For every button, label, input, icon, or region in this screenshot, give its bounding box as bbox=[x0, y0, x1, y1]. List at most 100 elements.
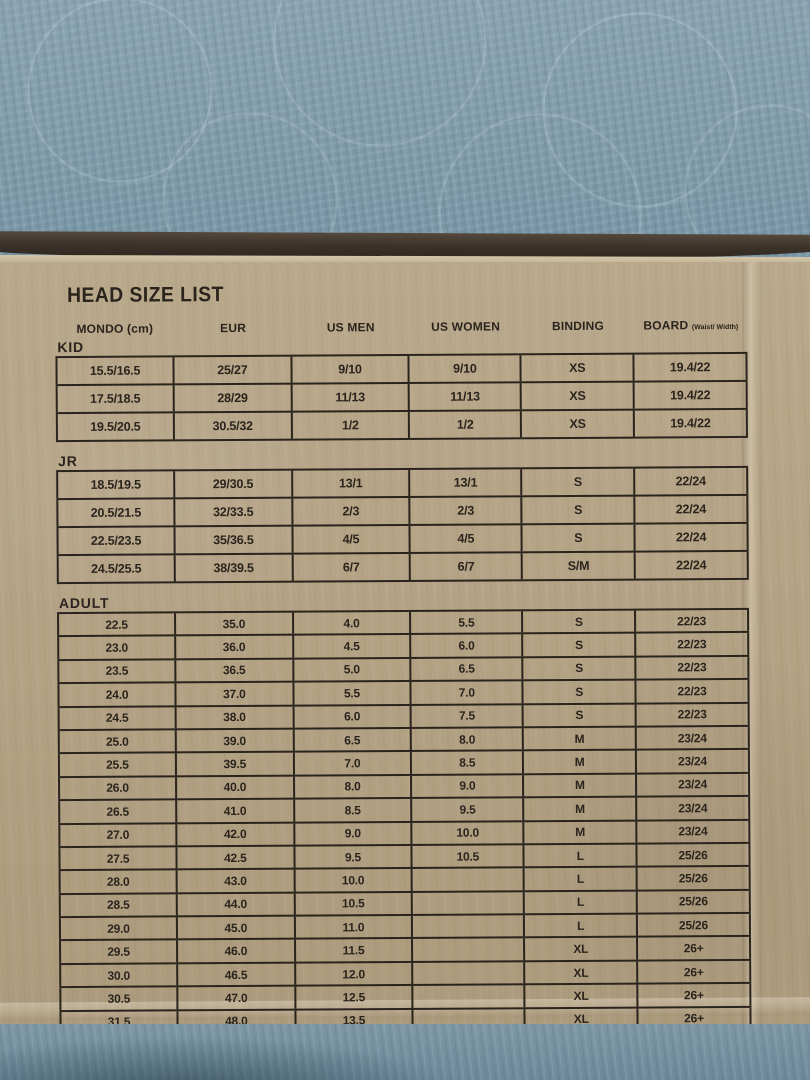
table-cell: 22/24 bbox=[635, 551, 749, 579]
table-cell: 22/23 bbox=[636, 703, 750, 726]
table-cell: 26.0 bbox=[58, 777, 178, 800]
table-cell: 22/24 bbox=[635, 467, 749, 495]
table-cell: 9.5 bbox=[295, 845, 413, 868]
table-cell: 40.0 bbox=[177, 776, 295, 799]
table-cell: M bbox=[524, 727, 637, 750]
table-row: 22.5/23.5 35/36.5 4/5 4/5 S 22/24 bbox=[56, 523, 749, 557]
table-cell: 30.5/32 bbox=[174, 412, 293, 440]
table-cell: 39.5 bbox=[176, 753, 295, 776]
table-cell bbox=[412, 891, 526, 915]
table-cell: XS bbox=[521, 382, 635, 410]
table-cell: 26+ bbox=[638, 984, 752, 1007]
table-cell bbox=[413, 962, 526, 985]
table-cell: 25/26 bbox=[638, 913, 751, 937]
table-cell: XL bbox=[525, 984, 639, 1007]
table-cell: XS bbox=[521, 354, 635, 382]
table-cell: 29.5 bbox=[59, 940, 179, 963]
column-header-binding: BINDING bbox=[551, 318, 605, 334]
table-cell: L bbox=[525, 914, 639, 937]
table-cell: 10.0 bbox=[295, 869, 413, 892]
table-cell: 35.0 bbox=[176, 612, 294, 635]
table-cell: 28.0 bbox=[58, 870, 178, 893]
table-cell: 6.0 bbox=[411, 634, 524, 657]
table-cell: 8.5 bbox=[412, 751, 525, 774]
table-cell: XS bbox=[522, 410, 636, 438]
table-cell: 12.0 bbox=[295, 962, 414, 985]
size-table-kid: 15.5/16.5 25/27 9/10 9/10 XS 19.4/22 17.5/18.5… bbox=[55, 353, 748, 443]
table-cell bbox=[413, 938, 526, 961]
table-cell: 25/26 bbox=[637, 890, 751, 913]
table-cell: 2/3 bbox=[410, 497, 523, 524]
table-cell: 47.0 bbox=[178, 986, 297, 1010]
table-cell: 10.0 bbox=[412, 821, 525, 844]
table-row: 17.5/18.5 28/29 11/13 11/13 XS 19.4/22 bbox=[55, 381, 748, 415]
table-cell: 19.5/20.5 bbox=[55, 413, 175, 441]
table-cell: 32/33.5 bbox=[175, 498, 294, 526]
table-cell: 23/24 bbox=[636, 726, 750, 749]
table-cell: 35/36.5 bbox=[175, 526, 294, 554]
table-cell: 8.5 bbox=[294, 799, 413, 822]
table-cell: 23/24 bbox=[637, 797, 751, 820]
table-row: 15.5/16.5 25/27 9/10 9/10 XS 19.4/22 bbox=[55, 353, 748, 387]
table-cell: 10.5 bbox=[412, 845, 525, 868]
table-cell: 39.0 bbox=[176, 729, 295, 752]
table-cell: 42.0 bbox=[177, 823, 296, 846]
table-cell: 15.5/16.5 bbox=[55, 357, 175, 385]
table-cell: 26+ bbox=[638, 937, 752, 960]
table-cell: 13/1 bbox=[292, 469, 411, 497]
table-cell: 46.5 bbox=[178, 963, 296, 986]
table-cell: 7.0 bbox=[411, 681, 524, 704]
table-cell: 9.0 bbox=[412, 774, 525, 798]
table-cell: 1/2 bbox=[410, 411, 523, 438]
table-cell: 23/24 bbox=[637, 773, 751, 796]
table-cell: 27.5 bbox=[58, 847, 178, 870]
table-cell: 20.5/21.5 bbox=[56, 499, 176, 527]
table-cell: 8.0 bbox=[411, 728, 525, 751]
table-cell: 9.0 bbox=[294, 822, 413, 845]
size-sections: KID 15.5/16.5 25/27 9/10 9/10 XS 19.4/22 17.5/1… bbox=[55, 334, 752, 1036]
table-cell: 22.5 bbox=[57, 613, 177, 636]
table-cell: 22/23 bbox=[636, 609, 750, 632]
table-cell: 6.0 bbox=[294, 705, 412, 728]
table-cell: L bbox=[525, 891, 638, 914]
table-cell: 37.0 bbox=[176, 682, 295, 705]
table-cell: 42.5 bbox=[177, 846, 296, 869]
table-cell: 19.4/22 bbox=[634, 381, 748, 409]
table-cell: 11/13 bbox=[292, 383, 411, 411]
table-cell: 9.5 bbox=[412, 798, 525, 821]
table-cell: M bbox=[524, 797, 638, 820]
table-cell: 23/24 bbox=[637, 820, 751, 843]
table-cell: 5.5 bbox=[411, 611, 524, 634]
fabric-background-bottom bbox=[0, 1024, 810, 1080]
size-section-jr: JR 18.5/19.5 29/30.5 13/1 13/1 S 22/24 20.5/21.… bbox=[56, 448, 749, 585]
table-cell: 36.5 bbox=[176, 659, 295, 682]
printed-size-chart: HEAD SIZE LIST MONDO (cm) EUR US MEN US … bbox=[55, 280, 752, 1036]
table-cell: 23.5 bbox=[57, 660, 177, 683]
table-cell: XL bbox=[525, 938, 639, 961]
table-cell: 6.5 bbox=[411, 658, 524, 681]
table-cell: 4.0 bbox=[293, 611, 412, 635]
table-cell: S/M bbox=[523, 552, 636, 580]
table-cell: 30.5 bbox=[59, 987, 179, 1010]
table-cell bbox=[412, 868, 526, 891]
table-cell: 11/13 bbox=[409, 383, 523, 410]
table-cell: 19.4/22 bbox=[634, 353, 748, 381]
table-cell: 27.0 bbox=[58, 823, 178, 847]
table-cell: L bbox=[524, 844, 638, 867]
table-cell: 17.5/18.5 bbox=[55, 385, 175, 413]
table-cell: 6/7 bbox=[410, 553, 524, 580]
table-cell: 8.0 bbox=[294, 775, 413, 798]
table-header-row: MONDO (cm) EUR US MEN US WOMEN BINDING B… bbox=[55, 318, 747, 336]
column-header-eur: EUR bbox=[220, 320, 247, 336]
table-cell: 29.0 bbox=[58, 917, 179, 940]
column-header-mondo: MONDO (cm) bbox=[76, 321, 154, 336]
size-table-adult: 22.5 35.0 4.0 5.5 S 22/23 23.0 36.0 4.5 6.0 S 22/23… bbox=[57, 609, 752, 1036]
table-cell: 5.0 bbox=[293, 658, 412, 681]
size-section-adult: ADULT 22.5 35.0 4.0 5.5 S 22/23 23.0 36.0 4.5 6.0 S… bbox=[56, 590, 752, 1036]
table-cell: 9/10 bbox=[409, 355, 522, 382]
table-cell: 46.0 bbox=[178, 940, 296, 963]
table-cell: M bbox=[524, 774, 638, 797]
fabric-background-top bbox=[0, 0, 810, 258]
table-cell: 4.5 bbox=[293, 635, 412, 658]
